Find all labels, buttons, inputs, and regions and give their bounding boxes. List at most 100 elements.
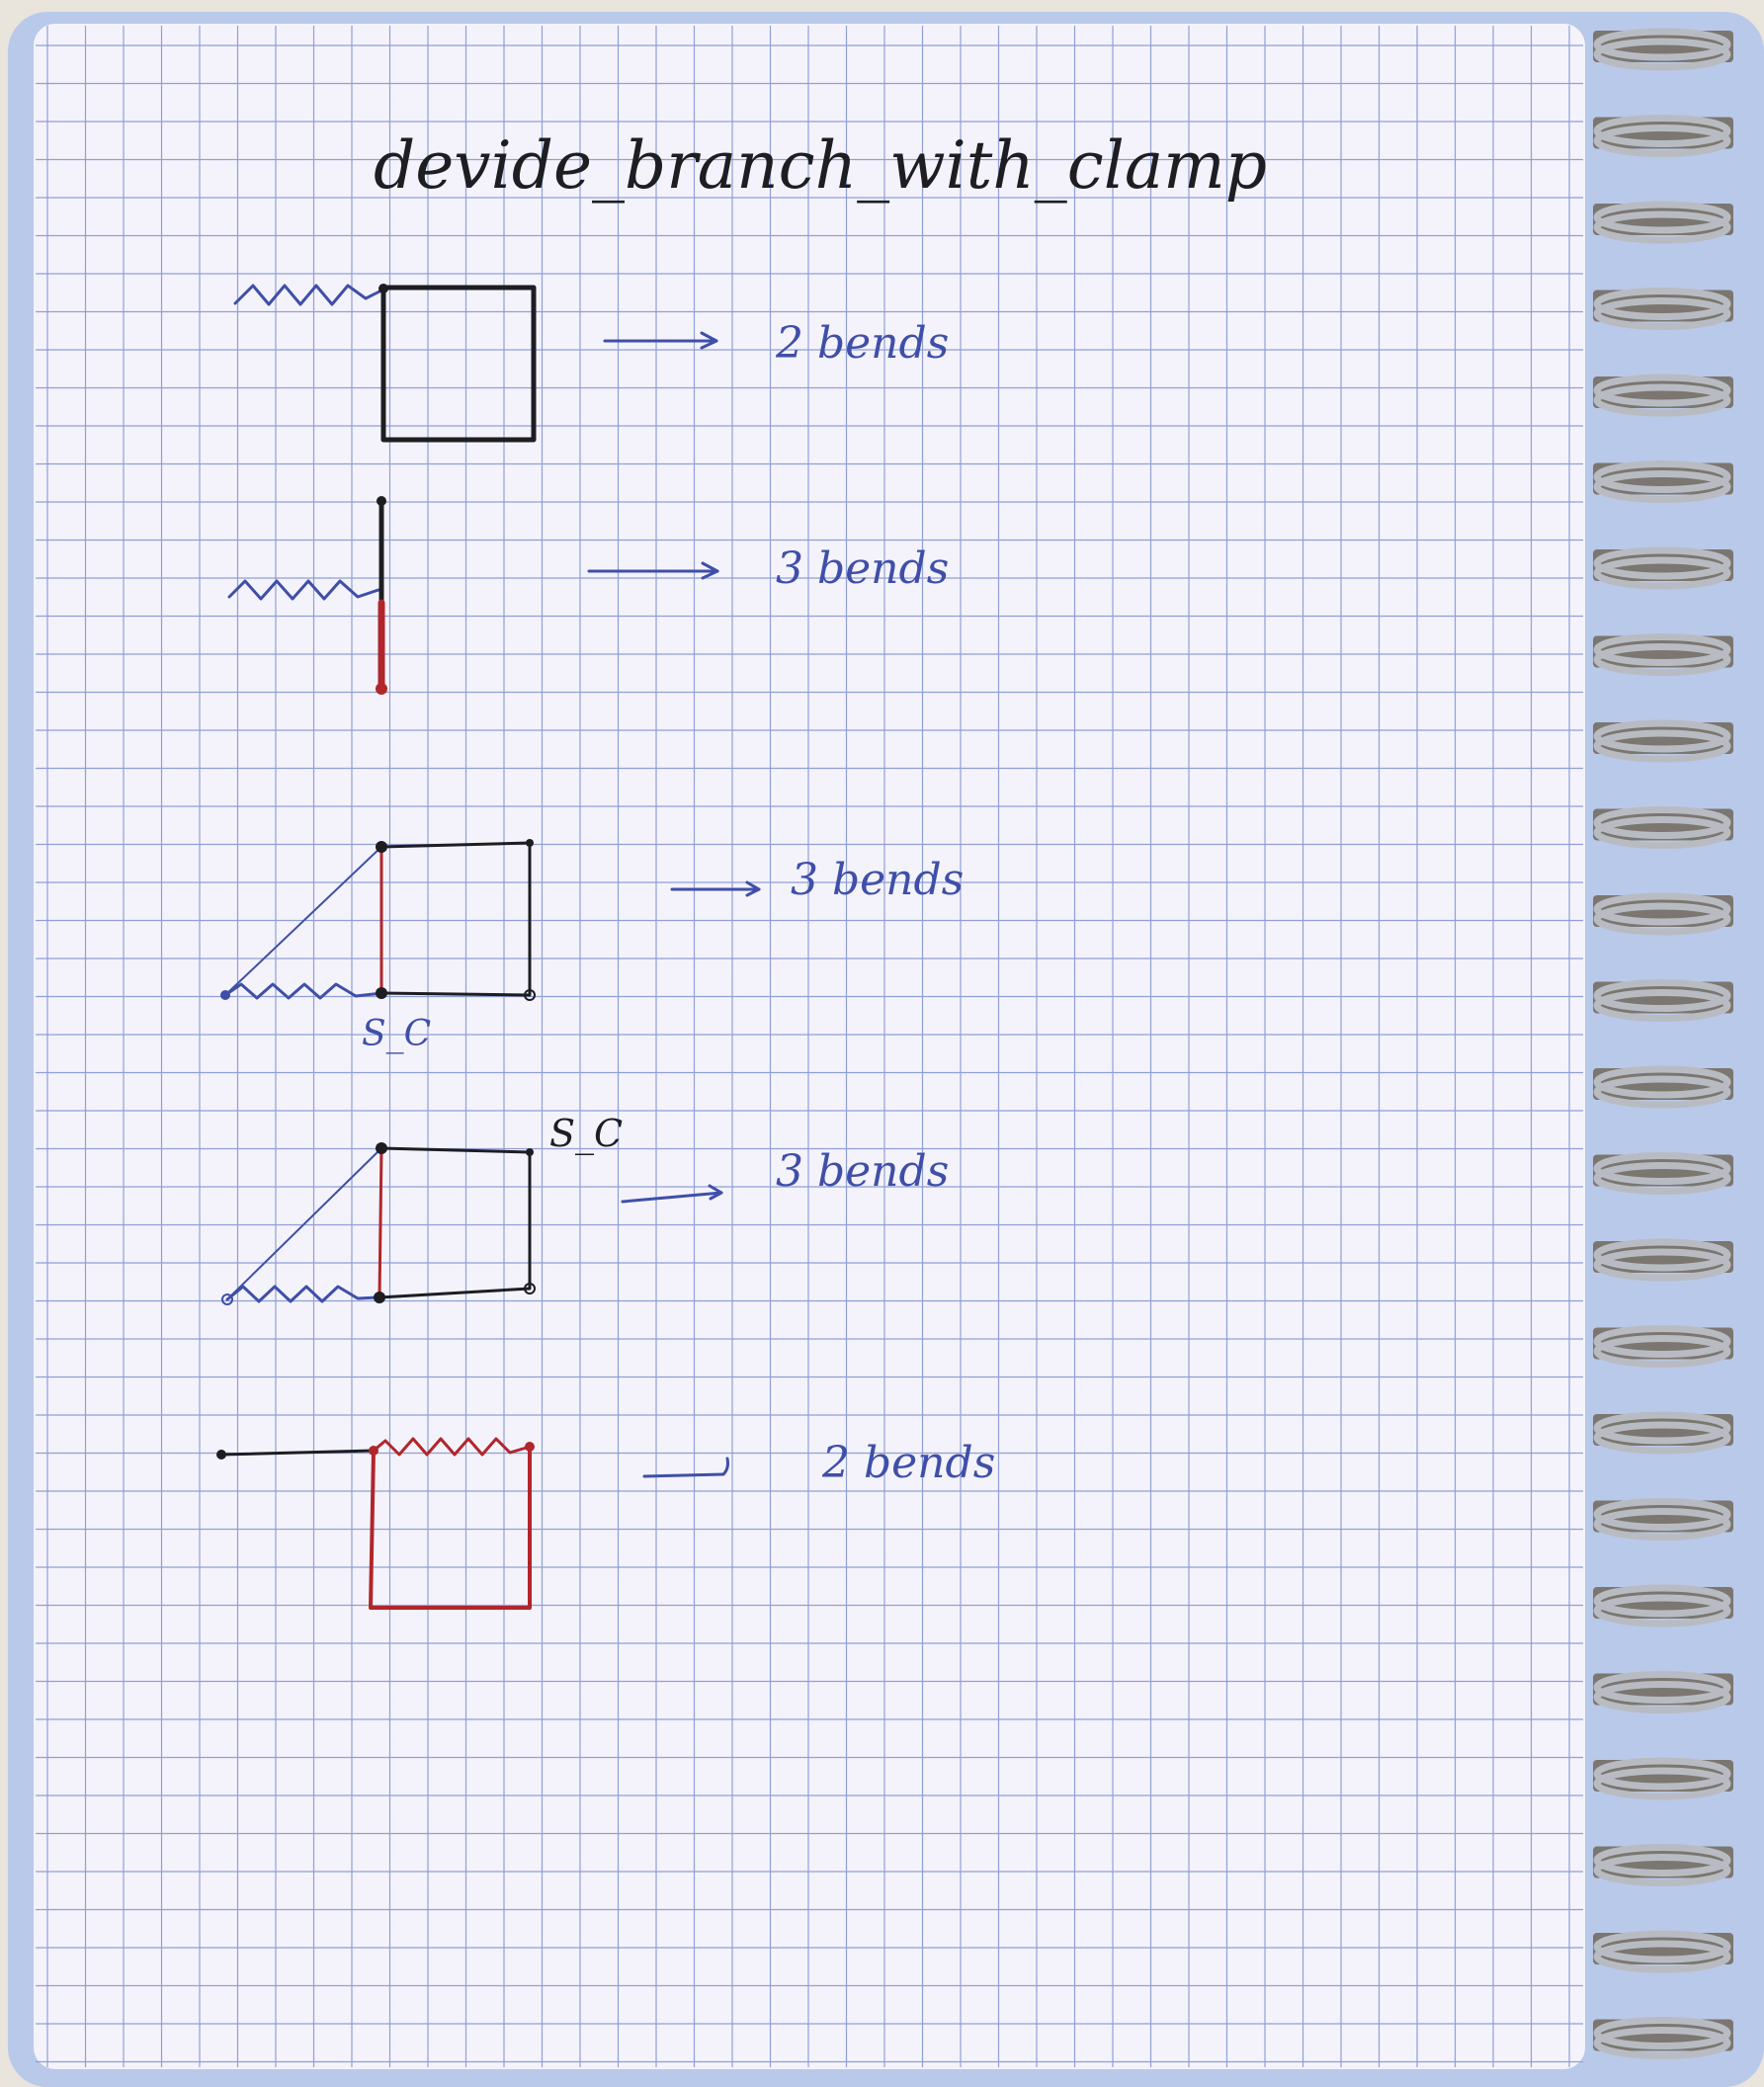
- joint-node: [369, 1446, 378, 1456]
- joint-node: [376, 683, 387, 695]
- diagonal-link: [224, 846, 382, 996]
- branch-rectangle: [380, 285, 537, 443]
- binding-ring: [1593, 806, 1731, 839]
- sketch-3-marker: S_C: [362, 1014, 431, 1054]
- binding-ring: [1593, 892, 1731, 926]
- binding-ring: [1593, 1854, 1731, 1886]
- binding-ring: [1593, 201, 1731, 234]
- binding-ring: [1593, 460, 1731, 493]
- branch-rectangle: [379, 841, 532, 997]
- binding-ring: [1593, 989, 1731, 1022]
- joint-node: [216, 1450, 226, 1460]
- notebook-page: [34, 24, 1585, 2069]
- binding-ring: [1593, 1411, 1731, 1445]
- joint-node: [525, 1442, 535, 1452]
- binding-ring: [1593, 210, 1731, 244]
- binding-ring: [1593, 1757, 1731, 1791]
- sketch-4-label: 3 bends: [776, 1146, 949, 1197]
- branch-rectangle: [378, 1146, 532, 1299]
- binding-ring: [1593, 1844, 1731, 1877]
- binding-ring: [1593, 719, 1731, 753]
- sketch-5: [216, 1437, 729, 1610]
- binding-ring: [1593, 115, 1731, 147]
- arrow-head-icon: [700, 331, 718, 350]
- arrow-head-icon: [745, 880, 761, 897]
- binding-ring: [1593, 816, 1731, 849]
- sketch-1: [233, 284, 718, 443]
- binding-ring: [1593, 1930, 1731, 1963]
- joint-node: [376, 841, 387, 853]
- red-spring-zigzag: [372, 1437, 532, 1457]
- arrow-head-icon: [701, 561, 719, 580]
- binding-ring: [1593, 288, 1731, 320]
- sketch-3: [220, 839, 761, 1001]
- joint-node: [376, 1142, 387, 1154]
- binding-ring: [1593, 383, 1731, 417]
- sketch-2-label: 3 bends: [776, 543, 949, 594]
- binding-ring: [1593, 643, 1731, 676]
- joint-node: [524, 1283, 536, 1294]
- sketch-5-label: 2 bends: [821, 1438, 995, 1488]
- binding-ring: [1593, 38, 1731, 71]
- sketch-2: [227, 496, 719, 695]
- binding-ring: [1593, 125, 1731, 157]
- graph-paper-grid: [36, 26, 1583, 2067]
- binding-ring: [1593, 979, 1731, 1012]
- binding-ring: [1593, 1940, 1731, 1973]
- binding-ring: [1593, 1584, 1731, 1618]
- black-branch: [219, 1449, 376, 1457]
- binding-ring: [1593, 1325, 1731, 1358]
- diagonal-link: [226, 1147, 382, 1300]
- sketch-1-label: 2 bends: [775, 318, 949, 369]
- joint-node: [378, 284, 388, 293]
- joint-node: [376, 987, 387, 999]
- binding-ring: [1593, 1065, 1731, 1099]
- binding-ring: [1593, 297, 1731, 330]
- binding-ring: [1593, 470, 1731, 503]
- spiral-binding: [1593, 28, 1733, 2059]
- binding-ring: [1593, 1508, 1731, 1541]
- binding-ring: [1593, 1248, 1731, 1282]
- binding-ring: [1593, 1152, 1731, 1185]
- binding-ring: [1593, 1594, 1731, 1628]
- binding-ring: [1593, 1335, 1731, 1368]
- binding-ring: [1593, 1671, 1731, 1704]
- binding-ring: [1593, 1421, 1731, 1455]
- sketch-3-label: 3 bends: [791, 855, 964, 905]
- joint-node: [526, 839, 534, 847]
- spring-zigzag: [223, 982, 383, 1000]
- binding-ring: [1593, 1498, 1731, 1531]
- binding-ring: [1593, 2027, 1731, 2059]
- sketch-4: [221, 1142, 723, 1305]
- red-branch-rectangle: [369, 1445, 532, 1610]
- red-branch: [378, 1146, 383, 1299]
- binding-ring: [1593, 28, 1731, 61]
- binding-ring: [1593, 1075, 1731, 1109]
- binding-ring: [1593, 556, 1731, 590]
- arrow-head-icon: [721, 1457, 729, 1476]
- binding-ring: [1593, 2017, 1731, 2049]
- arrow-head-icon: [708, 1184, 723, 1201]
- joint-node: [526, 1148, 534, 1156]
- joint-node: [524, 989, 536, 1001]
- spring-zigzag: [233, 284, 385, 306]
- binding-ring: [1593, 1238, 1731, 1272]
- spring-zigzag: [225, 1285, 379, 1303]
- binding-ring: [1593, 546, 1731, 580]
- binding-ring: [1593, 374, 1731, 407]
- binding-ring: [1593, 1767, 1731, 1800]
- binding-ring: [1593, 1162, 1731, 1195]
- sketch-4-marker: S_C: [549, 1112, 623, 1156]
- arrow-line: [621, 1191, 723, 1204]
- binding-ring: [1593, 902, 1731, 936]
- spring-zigzag: [227, 579, 383, 601]
- joint-node: [377, 496, 386, 506]
- joint-node: [374, 1292, 385, 1303]
- binding-ring: [1593, 729, 1731, 763]
- arrow-line: [642, 1472, 725, 1478]
- page-title: devide_branch_with_clamp: [374, 127, 1267, 204]
- binding-ring: [1593, 633, 1731, 666]
- joint-node: [220, 990, 230, 1000]
- binding-ring: [1593, 1681, 1731, 1713]
